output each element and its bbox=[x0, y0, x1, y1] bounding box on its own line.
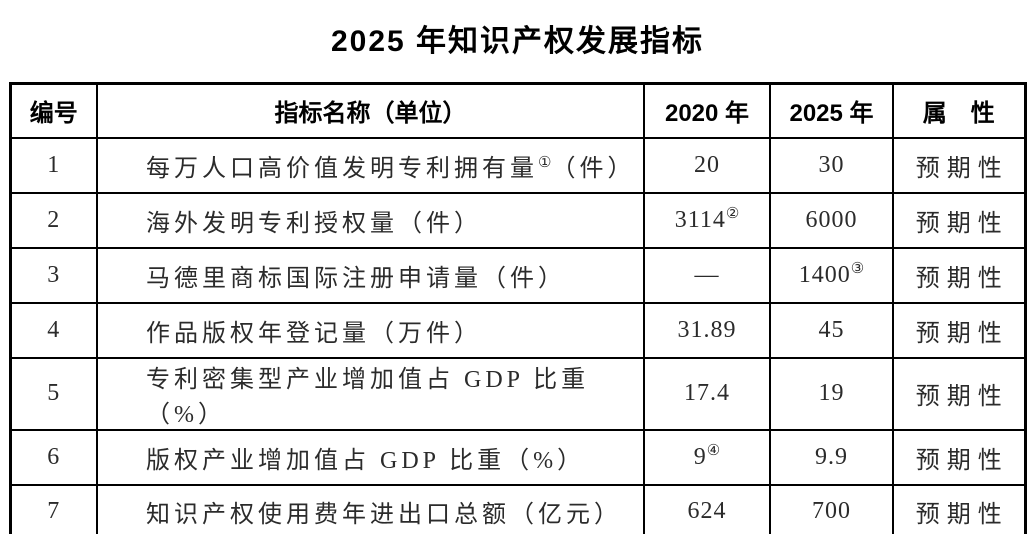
table-row: 1 每万人口高价值发明专利拥有量①（件） 20 30 预期性 bbox=[9, 136, 1026, 194]
row-number: 7 bbox=[9, 483, 98, 534]
indicator-name-cell: 版权产业增加值占 GDP 比重（%） bbox=[96, 428, 645, 486]
header-attribute: 属 性 bbox=[892, 82, 1026, 139]
value-2025: 19 bbox=[818, 380, 845, 406]
row-number: 4 bbox=[9, 301, 98, 359]
value-2025-cell: 45 bbox=[769, 301, 894, 359]
value-2020-cell: 31.89 bbox=[643, 301, 771, 359]
header-year-2020: 2020 年 bbox=[643, 82, 771, 139]
indicator-unit: （%） bbox=[505, 447, 586, 474]
row-number: 1 bbox=[9, 136, 98, 194]
attribute-cell: 预期性 bbox=[892, 428, 1026, 486]
table-header-row: 编号 指标名称（单位） 2020 年 2025 年 属 性 bbox=[9, 82, 1026, 139]
value-2020: 624 bbox=[687, 498, 727, 525]
attribute-cell: 预期性 bbox=[892, 191, 1026, 249]
indicator-unit: （亿元） bbox=[510, 502, 622, 529]
indicator-name: 作品版权年登记量 bbox=[146, 320, 370, 347]
indicators-table: 编号 指标名称（单位） 2020 年 2025 年 属 性 1 每万人口高价值发… bbox=[8, 82, 1027, 534]
header-indicator-name: 指标名称（单位） bbox=[96, 82, 645, 139]
value-2020: 3114 bbox=[674, 206, 726, 233]
table-row: 4 作品版权年登记量（万件） 31.89 45 预期性 bbox=[9, 301, 1026, 359]
value-2025-cell: 1400③ bbox=[769, 246, 894, 304]
indicator-name-cell: 知识产权使用费年进出口总额（亿元） bbox=[96, 483, 645, 534]
value-2020: 17.4 bbox=[684, 380, 730, 406]
indicator-name-cell: 海外发明专利授权量（件） bbox=[96, 191, 645, 249]
row-number: 3 bbox=[9, 246, 98, 304]
page-title: 2025 年知识产权发展指标 bbox=[330, 25, 705, 58]
value-2020: 31.89 bbox=[677, 316, 737, 343]
table-row: 7 知识产权使用费年进出口总额（亿元） 624 700 预期性 bbox=[9, 483, 1026, 534]
value-2020: 20 bbox=[694, 151, 720, 178]
table-row: 2 海外发明专利授权量（件） 3114② 6000 预期性 bbox=[9, 191, 1026, 249]
value-2025: 700 bbox=[812, 498, 851, 525]
table-row: 6 版权产业增加值占 GDP 比重（%） 9④ 9.9 预期性 bbox=[9, 428, 1026, 486]
value-2020-cell: 624 bbox=[643, 483, 771, 534]
indicator-unit: （%） bbox=[146, 401, 226, 428]
value-2020-cell: 9④ bbox=[643, 428, 771, 486]
value-2025-cell: 700 bbox=[769, 483, 894, 534]
table-row: 5 专利密集型产业增加值占 GDP 比重 （%） 17.4 19 预期性 bbox=[9, 356, 1026, 431]
indicator-unit: （万件） bbox=[370, 320, 482, 347]
attribute-cell: 预期性 bbox=[892, 301, 1026, 359]
footnote-marker: ④ bbox=[706, 442, 721, 459]
row-number: 6 bbox=[9, 428, 98, 486]
value-2020: — bbox=[694, 261, 720, 288]
indicator-name: 海外发明专利授权量 bbox=[146, 210, 398, 237]
value-2025: 1400 bbox=[798, 261, 851, 288]
indicator-name: 马德里商标国际注册申请量 bbox=[146, 265, 482, 292]
value-2025: 30 bbox=[818, 151, 845, 178]
value-2020-cell: — bbox=[643, 246, 771, 304]
footnote-marker: ① bbox=[538, 154, 552, 171]
attribute-cell: 预期性 bbox=[892, 246, 1026, 304]
attribute-cell: 预期性 bbox=[892, 483, 1026, 534]
footnote-marker: ③ bbox=[850, 260, 865, 277]
indicator-name: 专利密集型产业增加值占 GDP 比重 bbox=[146, 366, 590, 393]
indicator-name-cell: 专利密集型产业增加值占 GDP 比重 （%） bbox=[96, 356, 645, 431]
indicator-name-cell: 作品版权年登记量（万件） bbox=[96, 301, 645, 359]
indicator-unit: （件） bbox=[482, 265, 566, 292]
indicator-name-cell: 马德里商标国际注册申请量（件） bbox=[96, 246, 645, 304]
indicator-name: 版权产业增加值占 GDP 比重 bbox=[146, 447, 506, 474]
value-2025: 9.9 bbox=[815, 443, 848, 470]
attribute-cell: 预期性 bbox=[892, 356, 1026, 431]
value-2020-cell: 17.4 bbox=[643, 356, 771, 431]
indicator-name: 知识产权使用费年进出口总额 bbox=[146, 502, 510, 529]
indicator-name: 每万人口高价值发明专利拥有量 bbox=[146, 155, 538, 182]
value-2025-cell: 9.9 bbox=[769, 428, 894, 486]
row-number: 5 bbox=[9, 356, 98, 431]
indicator-unit: （件） bbox=[551, 155, 636, 182]
indicator-name-cell: 每万人口高价值发明专利拥有量①（件） bbox=[96, 136, 645, 194]
value-2025: 45 bbox=[818, 316, 845, 343]
value-2025-cell: 6000 bbox=[769, 191, 894, 249]
value-2025-cell: 19 bbox=[769, 356, 894, 431]
footnote-marker: ② bbox=[725, 205, 740, 222]
attribute-cell: 预期性 bbox=[892, 136, 1026, 194]
value-2020-cell: 3114② bbox=[643, 191, 771, 249]
indicator-unit: （件） bbox=[398, 210, 482, 237]
header-year-2025: 2025 年 bbox=[769, 82, 894, 139]
value-2020-cell: 20 bbox=[643, 136, 771, 194]
value-2025: 6000 bbox=[805, 206, 858, 233]
row-number: 2 bbox=[9, 191, 98, 249]
header-number: 编号 bbox=[9, 82, 98, 139]
value-2020: 9 bbox=[693, 443, 707, 470]
value-2025-cell: 30 bbox=[769, 136, 894, 194]
table-row: 3 马德里商标国际注册申请量（件） — 1400③ 预期性 bbox=[9, 246, 1026, 304]
